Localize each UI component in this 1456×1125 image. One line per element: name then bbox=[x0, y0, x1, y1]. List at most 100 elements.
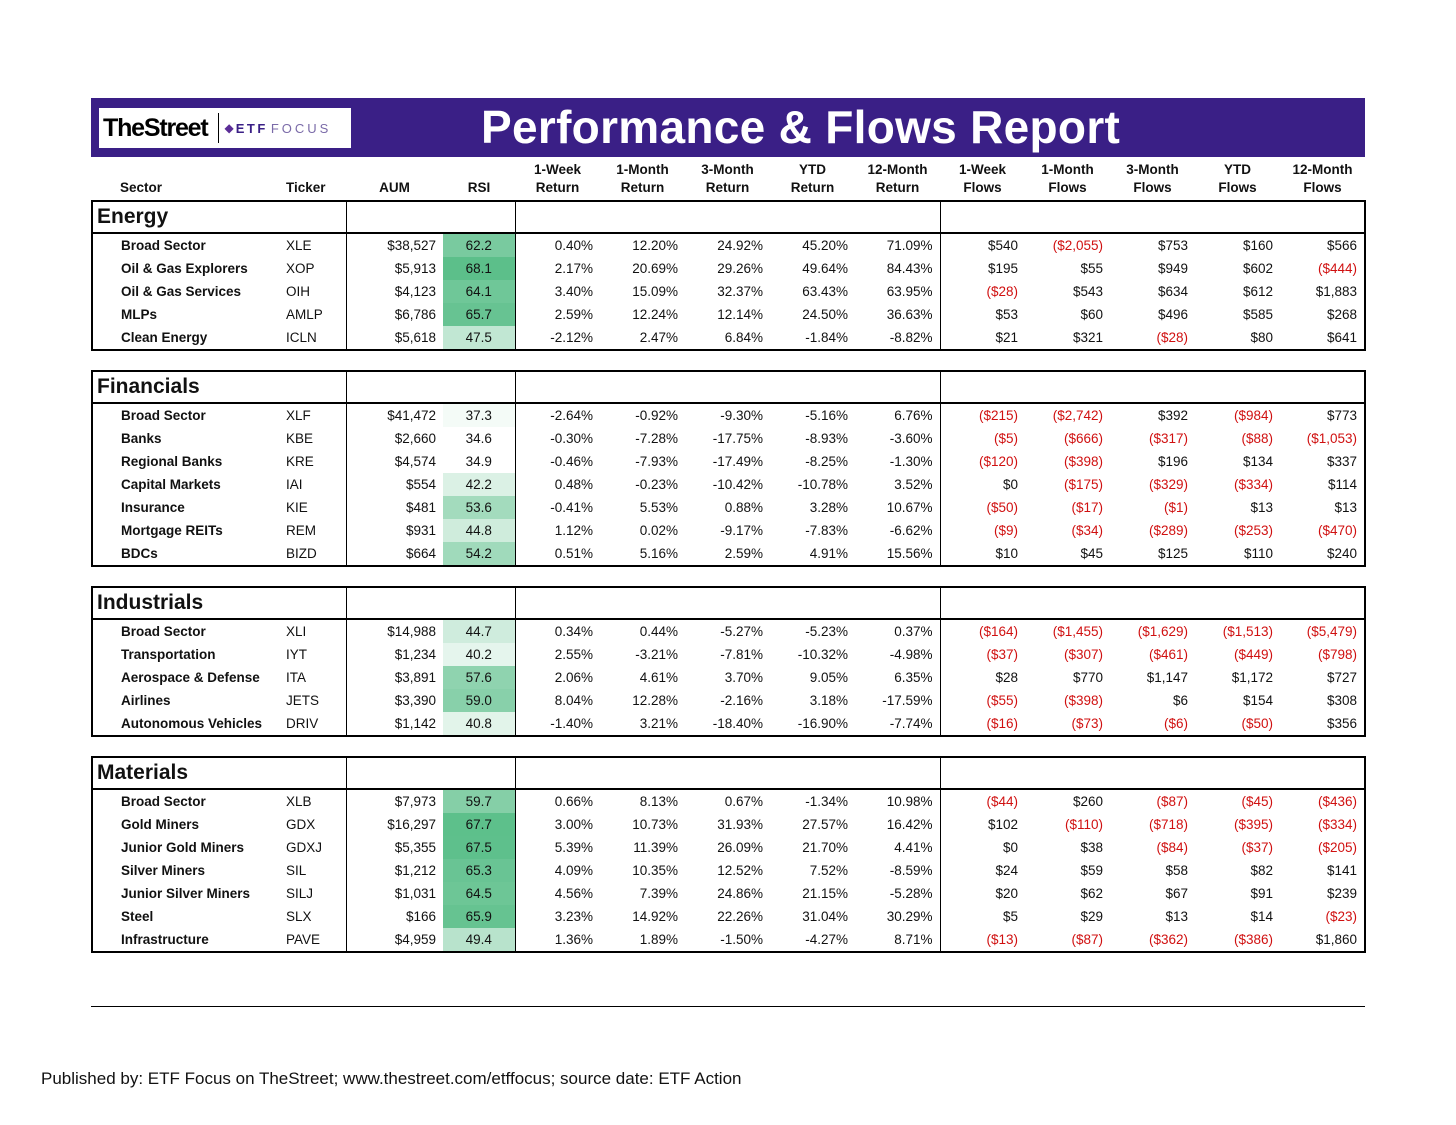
section-header-cell bbox=[345, 756, 515, 790]
12-month-return-cell: 6.35% bbox=[894, 670, 933, 685]
12-month-return-cell: -4.98% bbox=[889, 647, 933, 662]
aum-cell: $4,574 bbox=[345, 450, 443, 473]
3-month-return-cell: 24.86% bbox=[717, 886, 763, 901]
12-month-flows-cell: $641 bbox=[1280, 326, 1366, 351]
12-month-return-cell: 15.56% bbox=[855, 542, 940, 567]
3-month-return-cell: 29.26% bbox=[717, 261, 763, 276]
table-row: Broad Sector XLE $38,527 62.2 0.40% 12.20% 24.… bbox=[91, 233, 1366, 257]
aum-cell: $14,988 bbox=[345, 619, 443, 643]
ytd-flows-cell: ($253) bbox=[1233, 523, 1273, 538]
1-week-return-cell: 2.17% bbox=[514, 257, 600, 280]
rsi-cell: 44.7 bbox=[443, 619, 515, 643]
report-banner: TheStreet ◆ ETF FOCUS Performance & Flow… bbox=[91, 98, 1365, 157]
1-month-flows-cell: $62 bbox=[1080, 886, 1103, 901]
3-month-flows-cell: $13 bbox=[1165, 909, 1188, 924]
performance-flows-report: TheStreet ◆ ETF FOCUS Performance & Flow… bbox=[91, 98, 1366, 953]
section-title: Financials bbox=[91, 370, 346, 404]
12-month-return-cell: 30.29% bbox=[886, 909, 933, 924]
1-week-flows-cell: ($164) bbox=[939, 619, 1025, 643]
ytd-return-cell: 24.50% bbox=[802, 307, 848, 322]
12-month-return-cell: -3.60% bbox=[889, 431, 933, 446]
table-row: Broad Sector XLI $14,988 44.7 0.34% 0.44% -5.2… bbox=[91, 619, 1366, 643]
ytd-flows-cell: ($386) bbox=[1195, 928, 1280, 953]
rsi-cell: 54.2 bbox=[443, 542, 515, 567]
ticker-cell: XLI bbox=[286, 624, 307, 639]
3-month-flows-cell: ($84) bbox=[1156, 840, 1188, 855]
3-month-flows-cell: ($87) bbox=[1156, 794, 1188, 809]
ticker-cell: KBE bbox=[286, 431, 314, 446]
1-week-flows-cell: $28 bbox=[939, 666, 1025, 689]
1-month-flows-cell: ($110) bbox=[1064, 817, 1103, 832]
3-month-return-cell: 0.88% bbox=[724, 500, 763, 515]
1-month-return-cell: 8.13% bbox=[639, 794, 678, 809]
sector-cell: Silver Miners bbox=[91, 859, 286, 882]
12-month-flows-cell: ($470) bbox=[1280, 519, 1366, 542]
12-month-return-cell: 6.76% bbox=[894, 408, 933, 423]
1-week-flows-cell: ($50) bbox=[939, 496, 1025, 519]
ytd-return-cell: 63.43% bbox=[802, 284, 848, 299]
ticker-cell: ICLN bbox=[286, 326, 346, 351]
ticker-cell: IAI bbox=[286, 477, 303, 492]
12-month-return-cell: 4.41% bbox=[894, 840, 933, 855]
1-week-flows-cell: ($16) bbox=[939, 712, 1025, 737]
3-month-return-cell: -7.81% bbox=[720, 647, 763, 662]
ticker-cell: GDXJ bbox=[286, 840, 323, 855]
1-month-return-cell: 11.39% bbox=[633, 840, 678, 855]
aum-cell: $2,660 bbox=[345, 427, 443, 450]
ytd-return-cell: -10.32% bbox=[797, 647, 848, 662]
ytd-flows-cell: $91 bbox=[1250, 886, 1273, 901]
header-ticker: Ticker bbox=[286, 180, 326, 195]
3-month-flows-cell: $634 bbox=[1157, 284, 1188, 299]
12-month-return-cell: 10.98% bbox=[886, 794, 933, 809]
1-month-flows-cell: $45 bbox=[1025, 542, 1110, 567]
3-month-return-cell: 26.09% bbox=[717, 840, 763, 855]
3-month-return-cell: -2.16% bbox=[720, 693, 763, 708]
1-week-return-cell: 0.34% bbox=[514, 619, 600, 643]
table-row: Mortgage REITs REM $931 44.8 1.12% 0.02% -9.17… bbox=[91, 519, 1366, 542]
aum-cell: $6,786 bbox=[345, 303, 443, 326]
1-month-flows-cell: ($666) bbox=[1063, 431, 1103, 446]
rsi-cell: 34.9 bbox=[443, 450, 515, 473]
3-month-flows-cell: $753 bbox=[1157, 238, 1188, 253]
aum-cell: $931 bbox=[345, 519, 443, 542]
section-header-cell bbox=[345, 586, 515, 620]
rsi-cell: 44.8 bbox=[443, 519, 515, 542]
1-week-flows-cell: $20 bbox=[939, 882, 1025, 905]
3-month-return-cell: 3.70% bbox=[724, 670, 763, 685]
1-month-flows-cell: $321 bbox=[1025, 326, 1110, 351]
header-sector: Sector bbox=[120, 180, 163, 195]
1-month-return-cell: 2.47% bbox=[600, 326, 685, 351]
rsi-cell: 34.6 bbox=[443, 427, 515, 450]
1-week-flows-cell: $540 bbox=[939, 233, 1025, 257]
ytd-flows-cell: ($449) bbox=[1233, 647, 1273, 662]
1-week-return-cell: -1.40% bbox=[514, 712, 600, 737]
header-12-month-return: 12-Month Return bbox=[867, 162, 928, 195]
3-month-flows-cell: $949 bbox=[1157, 261, 1188, 276]
header-1-week-flows: 1-Week Flows bbox=[958, 162, 1007, 195]
1-month-flows-cell: ($2,055) bbox=[1052, 238, 1103, 253]
ticker-cell: BIZD bbox=[286, 542, 346, 567]
ytd-return-cell: 4.91% bbox=[770, 542, 855, 567]
ticker-cell: XLE bbox=[286, 238, 312, 253]
12-month-return-cell: 63.95% bbox=[886, 284, 933, 299]
aum-cell: $554 bbox=[345, 473, 443, 496]
aum-cell: $664 bbox=[345, 542, 443, 567]
1-month-flows-cell: ($2,742) bbox=[1052, 408, 1103, 423]
aum-cell: $1,031 bbox=[345, 882, 443, 905]
section-header-cell bbox=[514, 200, 940, 234]
1-week-flows-cell: $5 bbox=[939, 905, 1025, 928]
section-header-cell bbox=[939, 200, 1366, 234]
ytd-flows-cell: ($45) bbox=[1241, 794, 1273, 809]
1-month-flows-cell: ($398) bbox=[1063, 454, 1103, 469]
section-header-row: Energy bbox=[91, 200, 1366, 234]
1-week-flows-cell: ($13) bbox=[939, 928, 1025, 953]
1-week-return-cell: -2.12% bbox=[514, 326, 600, 351]
3-month-return-cell: -9.30% bbox=[720, 408, 763, 423]
12-month-flows-cell: ($798) bbox=[1280, 643, 1366, 666]
ytd-return-cell: 31.04% bbox=[802, 909, 848, 924]
3-month-flows-cell: $196 bbox=[1157, 454, 1188, 469]
ytd-return-cell: -1.34% bbox=[805, 794, 848, 809]
section-header-cell bbox=[514, 586, 940, 620]
ytd-return-cell: 7.52% bbox=[809, 863, 848, 878]
ytd-flows-cell: $14 bbox=[1250, 909, 1273, 924]
